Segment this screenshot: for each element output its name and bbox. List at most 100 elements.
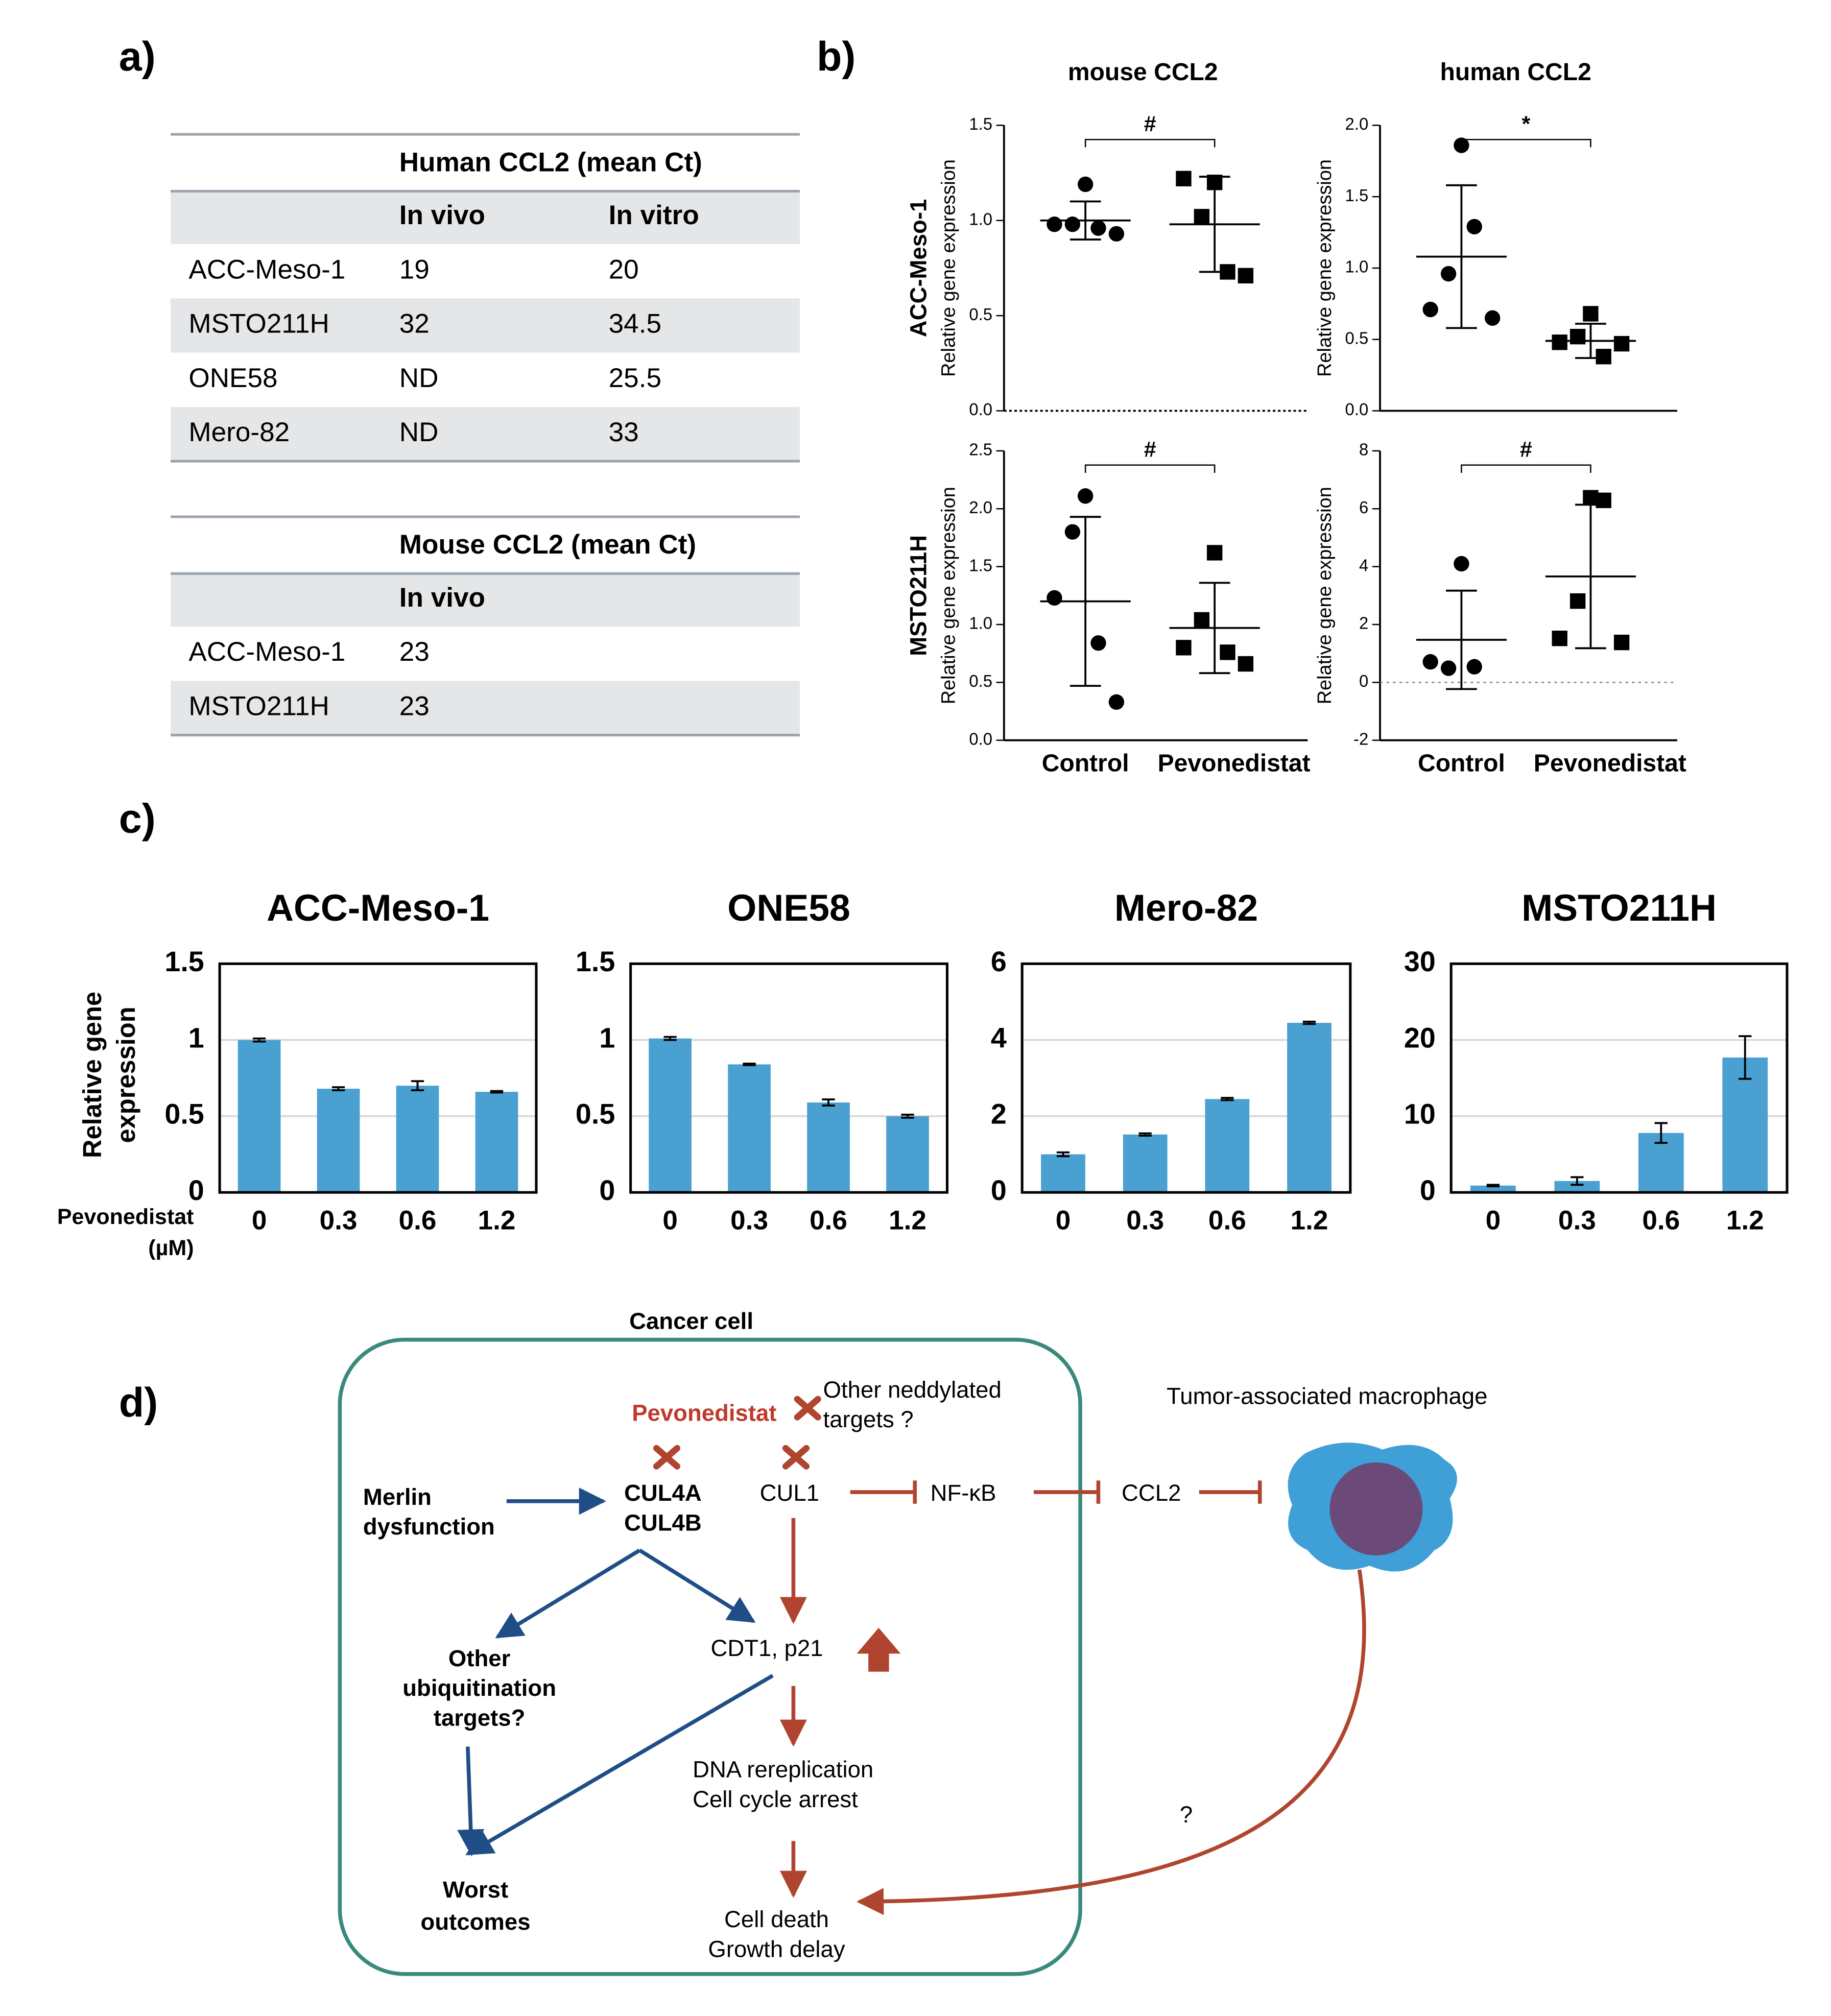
point [1207,175,1223,190]
point [1194,612,1210,628]
y-tick-label: 20 [1404,1022,1436,1053]
point [1090,635,1106,651]
y-tick-label: 0.0 [1345,400,1369,419]
x-tick-label: 1.2 [478,1205,516,1235]
y-tick-label: 1.0 [1345,257,1369,276]
y-tick-label: 6 [991,946,1007,977]
x-tick-label: 0 [1486,1205,1501,1235]
y-tick-label: 8 [1359,440,1368,459]
point [1238,656,1254,672]
table-cell: 23 [399,691,430,721]
row-band [170,681,800,735]
row-title: MSTO211H [905,535,931,656]
error-bar [331,1086,345,1092]
node-label: DNA rereplication [693,1757,873,1783]
y-tick-label: 1.5 [969,556,992,574]
error-bar [1654,1122,1668,1144]
point [1570,328,1586,345]
row-band [170,298,800,353]
table-cell: 19 [399,254,430,284]
header-band [170,573,800,627]
table-title: Human CCL2 (mean Ct) [399,147,702,177]
y-tick-label: 1.5 [576,946,615,977]
y-tick-label: 2.5 [969,440,992,459]
y-tick-label: 1.0 [969,209,992,228]
significance-label: * [1522,112,1531,136]
chart-title: ONE58 [727,887,850,929]
y-tick-label: 0.5 [969,305,992,324]
bar [807,1102,850,1193]
error-bar [1056,1151,1070,1158]
table-cell: MSTO211H [188,309,329,339]
column-header: In vivo [399,200,485,230]
error-bar [663,1036,677,1041]
chart-title: ACC-Meso-1 [267,887,489,929]
table-cell: 20 [609,254,639,284]
table-cell: ACC-Meso-1 [188,637,345,667]
row-band [170,406,800,462]
bar [1205,1099,1250,1193]
blue-arrows [457,1487,774,1857]
y-axis-label: Relative gene [78,992,107,1158]
plot-frame [1020,962,1352,1194]
point [1064,524,1081,540]
panel-label: a) [119,34,156,80]
node-label: CDT1, p21 [711,1635,823,1661]
node-label: Growth delay [708,1936,845,1962]
y-axis-label: Relative gene expression [1314,487,1336,704]
column-header: In vivo [399,583,485,613]
bar [396,1086,439,1193]
y-tick-label: 1.5 [164,946,204,977]
y-axis-label: expression [111,1006,140,1143]
point [1583,306,1599,322]
x-axis-label: Pevonedistat [57,1205,194,1229]
nucleus [1329,1462,1423,1556]
bar [317,1089,360,1193]
x-tick-label: 1.2 [1726,1205,1764,1235]
point [1108,226,1125,242]
red-arrows [779,1518,1366,1915]
y-axis-label: Relative gene expression [938,487,960,704]
point [1454,556,1469,572]
y-axis-label: Relative gene expression [938,159,960,377]
node-label: dysfunction [363,1514,495,1540]
bar [1123,1134,1168,1193]
significance-label: # [1144,112,1156,136]
plot-frame [1449,962,1789,1194]
x-tick-label: 1.2 [889,1205,926,1235]
table-cell: Mero-82 [188,417,290,447]
bar [728,1064,771,1193]
significance-bracket [1461,464,1591,473]
error-bar [1199,582,1230,675]
point [1596,492,1611,509]
significance-label: # [1520,437,1532,462]
y-tick-label: 4 [1359,556,1368,574]
point [1078,488,1093,504]
column-title: mouse CCL2 [1068,58,1218,86]
point [1552,631,1567,646]
y-tick-label: 0 [599,1174,615,1206]
point [1176,640,1192,656]
y-tick-label: 10 [1404,1098,1436,1130]
y-tick-label: 4 [991,1022,1007,1053]
column-title: human CCL2 [1440,58,1591,86]
error-bar [901,1114,914,1119]
point [1090,220,1106,236]
node-label: Other [448,1645,511,1671]
y-tick-label: 0.5 [164,1098,204,1130]
x-tick-label: 0.3 [730,1205,768,1235]
node-label: Tumor-associated macrophage [1167,1383,1487,1409]
table-cell: ND [399,363,439,393]
x-tick-label: 0.3 [320,1205,358,1235]
point [1047,217,1062,232]
table-cell: 32 [399,309,430,339]
y-tick-label: 6 [1359,498,1368,517]
y-tick-label: -2 [1353,729,1368,748]
error-bar [1302,1020,1316,1025]
x-tick-label: 0.6 [810,1205,847,1235]
node-label: CUL1 [760,1480,819,1506]
bar [886,1116,929,1193]
point [1078,176,1093,193]
point [1466,219,1482,235]
y-tick-label: 1 [599,1022,615,1053]
